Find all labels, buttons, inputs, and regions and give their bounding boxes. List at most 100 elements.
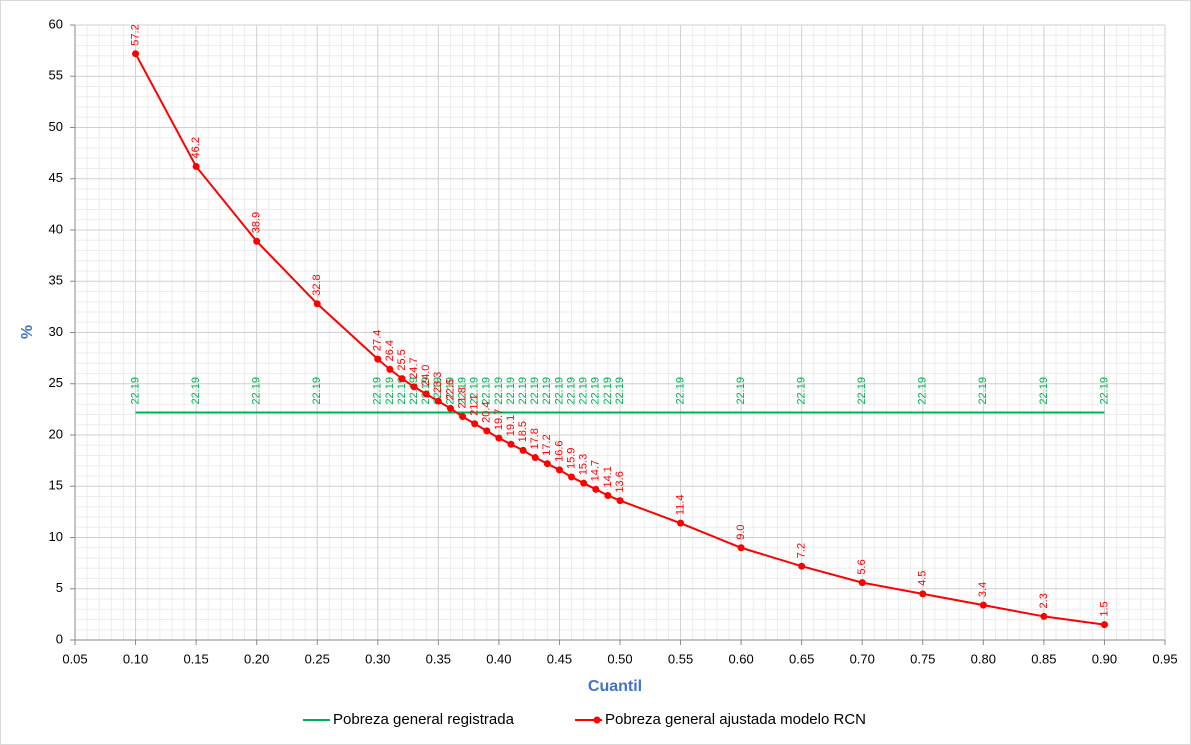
data-label: 32.8 bbox=[311, 274, 323, 295]
data-label: 24.7 bbox=[408, 357, 420, 378]
data-label: 22.19 bbox=[456, 377, 468, 405]
data-point bbox=[543, 460, 551, 468]
x-tick-label: 0.80 bbox=[971, 651, 996, 666]
data-label: 22.19 bbox=[529, 377, 541, 405]
legend-label: Pobreza general registrada bbox=[333, 711, 515, 728]
x-tick-label: 0.95 bbox=[1152, 651, 1177, 666]
x-tick-label: 0.90 bbox=[1092, 651, 1117, 666]
data-label: 22.19 bbox=[251, 377, 263, 405]
data-label: 22.19 bbox=[408, 377, 420, 405]
data-point bbox=[471, 420, 479, 428]
data-label: 13.6 bbox=[614, 471, 626, 492]
data-label: 19.7 bbox=[493, 409, 505, 430]
data-label: 16.6 bbox=[553, 440, 565, 461]
data-point bbox=[677, 519, 685, 527]
data-label: 22.19 bbox=[565, 377, 577, 405]
data-label: 22.19 bbox=[1038, 377, 1050, 405]
data-label: 2.3 bbox=[1038, 593, 1050, 608]
x-tick-label: 0.75 bbox=[910, 651, 935, 666]
y-tick-label: 5 bbox=[56, 580, 63, 595]
x-tick-label: 0.85 bbox=[1031, 651, 1056, 666]
data-label: 22.6 bbox=[444, 379, 456, 400]
x-tick-label: 0.35 bbox=[426, 651, 451, 666]
data-label: 22.19 bbox=[505, 377, 517, 405]
data-label: 15.3 bbox=[578, 454, 590, 475]
data-label: 22.19 bbox=[190, 377, 202, 405]
y-tick-label: 45 bbox=[49, 170, 63, 185]
data-label: 22.19 bbox=[541, 377, 553, 405]
data-label: 22.19 bbox=[614, 377, 626, 405]
data-label: 22.19 bbox=[796, 377, 808, 405]
data-point bbox=[858, 579, 866, 587]
data-label: 21.1 bbox=[469, 394, 481, 415]
data-label: 17.8 bbox=[529, 428, 541, 449]
data-label: 22.19 bbox=[674, 377, 686, 405]
data-point bbox=[483, 427, 491, 435]
data-point bbox=[519, 446, 527, 454]
data-point bbox=[568, 473, 576, 481]
data-point bbox=[434, 397, 442, 405]
y-tick-label: 40 bbox=[49, 221, 63, 236]
data-label: 22.19 bbox=[481, 377, 493, 405]
data-label: 22.19 bbox=[396, 377, 408, 405]
data-point bbox=[410, 383, 418, 391]
x-tick-label: 0.30 bbox=[365, 651, 390, 666]
y-tick-label: 10 bbox=[49, 529, 63, 544]
data-label: 22.19 bbox=[129, 377, 141, 405]
data-label: 19.1 bbox=[505, 415, 517, 436]
x-tick-label: 0.25 bbox=[305, 651, 330, 666]
data-point bbox=[313, 300, 321, 308]
data-label: 22.19 bbox=[469, 377, 481, 405]
data-label: 22.19 bbox=[578, 377, 590, 405]
data-point bbox=[580, 479, 588, 487]
data-label: 21.8 bbox=[456, 387, 468, 408]
data-label: 17.2 bbox=[541, 434, 553, 455]
x-tick-label: 0.50 bbox=[607, 651, 632, 666]
data-point bbox=[1040, 612, 1048, 620]
data-label: 14.7 bbox=[590, 460, 602, 481]
data-label: 22.19 bbox=[735, 377, 747, 405]
data-point bbox=[1100, 621, 1108, 629]
x-tick-label: 0.10 bbox=[123, 651, 148, 666]
data-label: 22.19 bbox=[917, 377, 929, 405]
data-label: 24.0 bbox=[420, 365, 432, 386]
x-tick-label: 0.05 bbox=[62, 651, 87, 666]
data-label: 22.19 bbox=[517, 377, 529, 405]
y-tick-label: 0 bbox=[56, 631, 63, 646]
data-point bbox=[616, 497, 624, 505]
data-point bbox=[398, 375, 406, 383]
data-point bbox=[192, 162, 200, 170]
data-label: 22.19 bbox=[493, 377, 505, 405]
y-tick-label: 15 bbox=[49, 478, 63, 493]
data-label: 22.19 bbox=[372, 377, 384, 405]
data-point bbox=[132, 50, 140, 58]
y-tick-label: 60 bbox=[49, 16, 63, 31]
y-tick-label: 55 bbox=[49, 68, 63, 83]
data-label: 23.3 bbox=[432, 372, 444, 393]
x-tick-label: 0.60 bbox=[728, 651, 753, 666]
data-label: 1.5 bbox=[1098, 601, 1110, 616]
data-label: 5.6 bbox=[856, 559, 868, 574]
x-tick-label: 0.70 bbox=[850, 651, 875, 666]
data-point bbox=[592, 485, 600, 493]
data-label: 26.4 bbox=[384, 340, 396, 361]
data-label: 20.4 bbox=[481, 401, 493, 422]
data-point bbox=[507, 440, 515, 448]
data-label: 4.5 bbox=[917, 571, 929, 586]
x-axis-title: Cuantil bbox=[588, 678, 642, 695]
data-label: 9.0 bbox=[735, 524, 747, 539]
data-point bbox=[919, 590, 927, 598]
data-point bbox=[604, 491, 612, 499]
data-point bbox=[253, 237, 261, 245]
x-tick-label: 0.45 bbox=[547, 651, 572, 666]
x-tick-label: 0.20 bbox=[244, 651, 269, 666]
data-label: 22.19 bbox=[1098, 377, 1110, 405]
data-label: 38.9 bbox=[251, 212, 263, 233]
data-label: 22.19 bbox=[432, 377, 444, 405]
legend-label: Pobreza general ajustada modelo RCN bbox=[605, 711, 866, 728]
data-label: 22.19 bbox=[590, 377, 602, 405]
x-tick-label: 0.55 bbox=[668, 651, 693, 666]
data-label: 25.5 bbox=[396, 349, 408, 370]
